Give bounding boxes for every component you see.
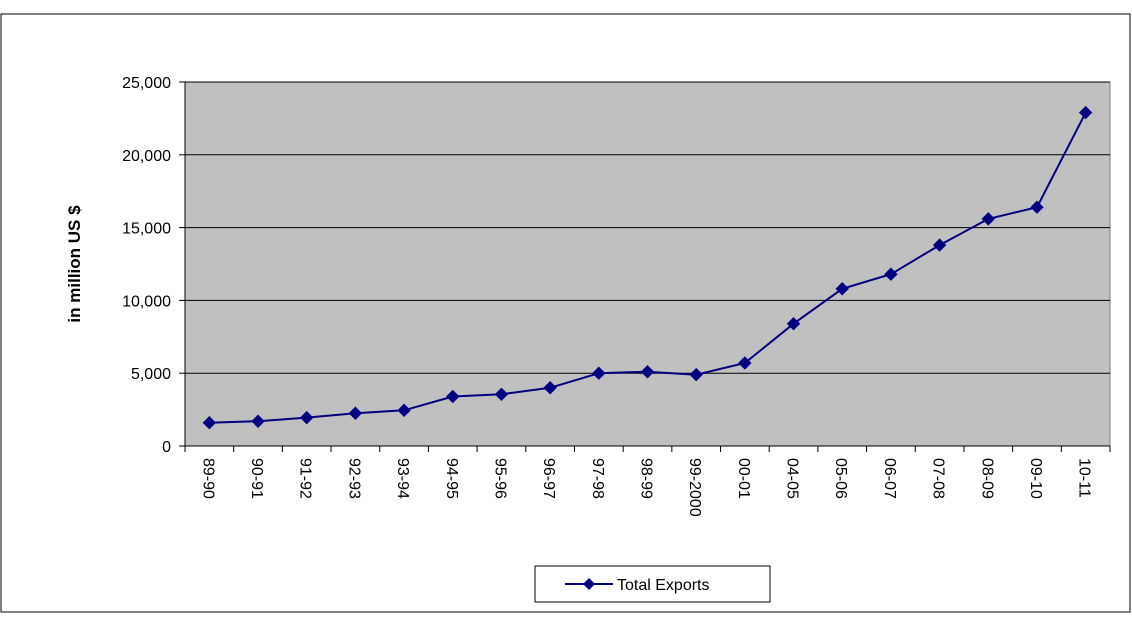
data-point [348,406,363,420]
y-tick-labels: 0 5,000 10,000 15,000 20,000 25,000 [122,75,171,456]
data-point [397,403,411,418]
data-point [981,212,995,226]
legend: Total Exports [534,565,771,603]
series-total-exports [202,105,1093,430]
x-tick-label: 90-91 [248,458,265,499]
y-tick-label: 10,000 [122,293,171,310]
data-point [738,356,752,370]
x-tick-label: 08-09 [978,458,995,499]
x-tick-label: 94-95 [443,458,460,499]
gridlines [185,81,1110,374]
axes [179,81,1111,452]
x-tick-label: 92-93 [345,458,362,499]
legend-label: Total Exports [617,577,709,594]
x-tick-label: 09-10 [1027,458,1044,499]
x-tick-label: 96-97 [540,458,557,499]
data-point [202,415,217,430]
x-tick-label: 89-90 [199,458,216,499]
data-point [689,367,703,382]
data-point [300,410,314,425]
data-point [786,316,801,331]
x-tick-label: 98-99 [638,458,655,499]
y-tick-label: 5,000 [131,366,171,383]
x-tick-label: 10-11 [1076,458,1093,498]
y-tick-label: 0 [162,439,171,456]
data-point [1030,200,1044,214]
data-point [592,366,606,380]
x-tick-label: 00-01 [735,458,752,499]
data-point [1078,105,1093,120]
x-tick-label: 06-07 [881,458,898,499]
x-tick-label: 99-2000 [686,458,703,517]
y-tick-label: 15,000 [122,221,171,238]
x-tick-label: 93-94 [394,458,411,499]
data-point [494,387,509,402]
x-tick-label: 07-08 [930,458,947,499]
data-point [884,267,898,281]
y-tick-label: 25,000 [122,75,171,92]
y-tick-label: 20,000 [122,148,171,165]
x-tick-label: 95-96 [491,458,508,499]
x-tick-label: 05-06 [832,458,849,499]
data-point [932,238,947,252]
plot-area [184,81,1111,447]
data-point [835,282,849,296]
x-tick-label: 04-05 [784,458,801,499]
data-point [446,389,460,404]
x-tick-label: 97-98 [589,458,606,499]
data-point [640,365,655,379]
y-axis-label: in million US $ [65,205,84,323]
legend-diamond-icon [583,578,595,590]
x-tick-label: 91-92 [297,458,314,499]
data-point [251,414,265,428]
data-point [543,381,557,395]
x-tick-labels: 89-90 90-91 91-92 92-93 93-94 94-95 95-96 96-97… [199,458,1092,517]
